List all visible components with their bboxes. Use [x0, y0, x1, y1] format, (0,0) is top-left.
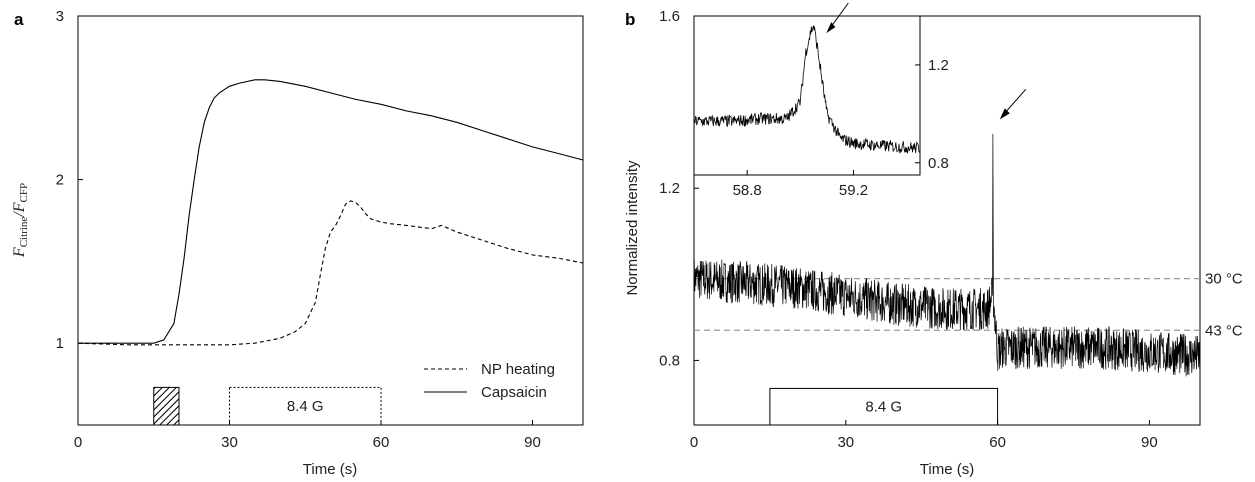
series-np-heating-line — [77, 200, 584, 346]
panel-a-letter: a — [14, 10, 24, 29]
inset-arrow-annotation — [826, 2, 849, 34]
inset-plot: 58.8 59.2 0.8 1.2 — [693, 2, 949, 199]
x-tick-label-30: 30 — [837, 434, 854, 451]
reference-lines: 30 °C 43 °C — [694, 271, 1243, 339]
hatch-line — [111, 385, 151, 425]
hatch-line — [153, 391, 179, 418]
panel-b-x-axis-title: Time (s) — [920, 461, 974, 478]
stimulus-box-solid — [769, 387, 999, 426]
inset-arrow-head — [826, 22, 836, 34]
hatch-lines — [104, 385, 249, 426]
hatch-line — [153, 398, 179, 425]
hatch-line — [209, 385, 249, 425]
hatch-line — [173, 419, 179, 426]
arrow-annotation — [999, 88, 1027, 120]
inset-trace — [693, 25, 921, 154]
panel-b-letter: b — [625, 10, 635, 29]
hatch-line — [153, 387, 171, 404]
inset-y-tick-label-0.8: 0.8 — [928, 155, 949, 172]
panel-a-x-axis-title: Time (s) — [303, 461, 357, 478]
series-normalized-intensity-trace — [693, 133, 1201, 377]
reference-label-30c: 30 °C — [1205, 271, 1243, 288]
x-tick-label-90: 90 — [524, 434, 541, 451]
panel-b-y-axis-title: Normalized intensity — [624, 160, 641, 296]
panel-a-plot-frame — [77, 15, 584, 426]
legend-label-np-heating: NP heating — [481, 361, 555, 378]
x-tick-label-90: 90 — [1141, 434, 1158, 451]
y-tick-label-3: 3 — [56, 8, 64, 25]
stimulus-box-label: 8.4 G — [287, 398, 324, 415]
y-tick-label-0.8: 0.8 — [659, 352, 680, 369]
panel-a-y-axis-title: FCitrine/FCFP — [11, 183, 30, 258]
x-tick-label-60: 60 — [989, 434, 1006, 451]
hatch-line — [153, 387, 164, 397]
panel-b-stimulus-box: 8.4 G — [769, 387, 999, 426]
hatched-stimulus-box — [104, 385, 249, 426]
panel-a-ticks: 0 30 60 90 1 2 3 — [56, 8, 541, 451]
y-tick-label-1: 1 — [56, 335, 64, 352]
y-tick-label-2: 2 — [56, 172, 64, 189]
inset-frame — [693, 15, 921, 176]
y-tick-label-1.2: 1.2 — [659, 180, 680, 197]
panel-a-stimulus-box: 8.4 G — [229, 386, 382, 426]
hatch-line — [159, 405, 179, 426]
inset-x-tick-label-58.8: 58.8 — [733, 182, 762, 199]
hatch-line — [202, 385, 242, 425]
hatch-line — [195, 385, 235, 425]
panel-b-ticks: 0 30 60 90 0.8 1.2 1.6 — [659, 8, 1158, 451]
x-tick-label-0: 0 — [74, 434, 82, 451]
y-tick-label-1.6: 1.6 — [659, 8, 680, 25]
arrow-head — [999, 108, 1010, 120]
series-capsaicin-line — [78, 79, 584, 344]
hatch-line — [104, 385, 144, 425]
x-tick-label-60: 60 — [373, 434, 390, 451]
hatch-line — [166, 412, 179, 426]
x-tick-label-30: 30 — [221, 434, 238, 451]
legend: NP heating Capsaicin — [424, 361, 555, 401]
hatch-line — [153, 387, 178, 411]
hatch-line — [181, 385, 221, 425]
stimulus-box-dotted — [229, 386, 382, 426]
inset-y-tick-label-1.2: 1.2 — [928, 57, 949, 74]
stimulus-box-label: 8.4 G — [865, 399, 902, 416]
inset-x-tick-label-59.2: 59.2 — [839, 182, 868, 199]
legend-label-capsaicin: Capsaicin — [481, 384, 547, 401]
reference-label-43c: 43 °C — [1205, 322, 1243, 339]
inset-background — [694, 16, 920, 175]
hatch-line — [153, 387, 157, 390]
inset-ticks: 58.8 59.2 0.8 1.2 — [733, 57, 949, 199]
panel-b: b 0 30 60 90 0.8 1.2 1.6 8.4 G 30 °C 43 °C 58.… — [624, 2, 1243, 478]
x-tick-label-0: 0 — [690, 434, 698, 451]
hatch-line — [188, 385, 228, 425]
